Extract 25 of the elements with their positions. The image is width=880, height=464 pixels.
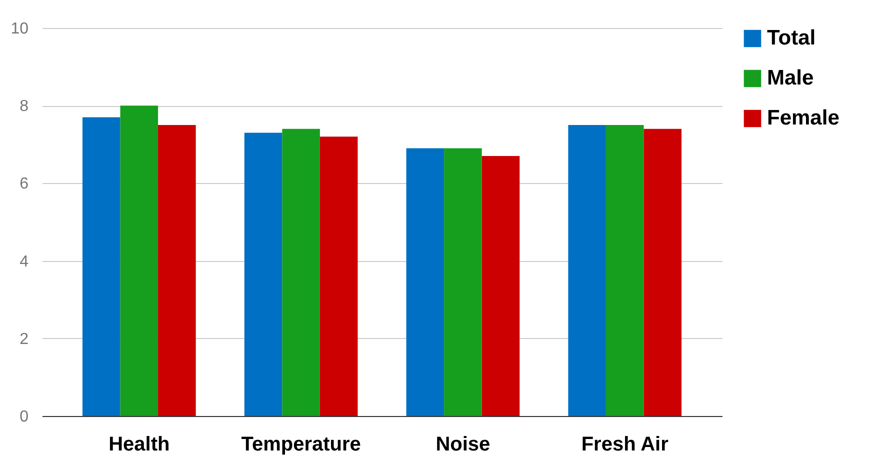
bar — [120, 106, 158, 416]
y-tick-label: 6 — [20, 176, 29, 193]
y-tick-label: 0 — [20, 408, 29, 426]
legend-label: Total — [767, 26, 816, 50]
bar — [568, 125, 606, 416]
bar — [320, 136, 358, 416]
y-tick-label: 10 — [10, 20, 29, 38]
y-tick-label: 8 — [20, 98, 29, 116]
x-tick-label: Noise — [436, 434, 490, 456]
bar — [644, 128, 682, 416]
bar — [158, 125, 196, 416]
bar — [244, 132, 282, 416]
bar — [482, 156, 520, 416]
bar — [282, 128, 320, 416]
x-tick-label: Health — [108, 434, 170, 456]
bar — [444, 148, 482, 416]
y-tick-label: 2 — [20, 330, 29, 348]
x-tick-label: Temperature — [241, 434, 361, 456]
legend-label: Female — [767, 106, 840, 130]
bar — [606, 125, 644, 416]
y-tick-label: 4 — [20, 253, 29, 270]
x-tick-label: Fresh Air — [581, 434, 669, 456]
bar — [406, 148, 444, 416]
bar — [82, 117, 120, 416]
legend-label: Male — [767, 66, 814, 90]
